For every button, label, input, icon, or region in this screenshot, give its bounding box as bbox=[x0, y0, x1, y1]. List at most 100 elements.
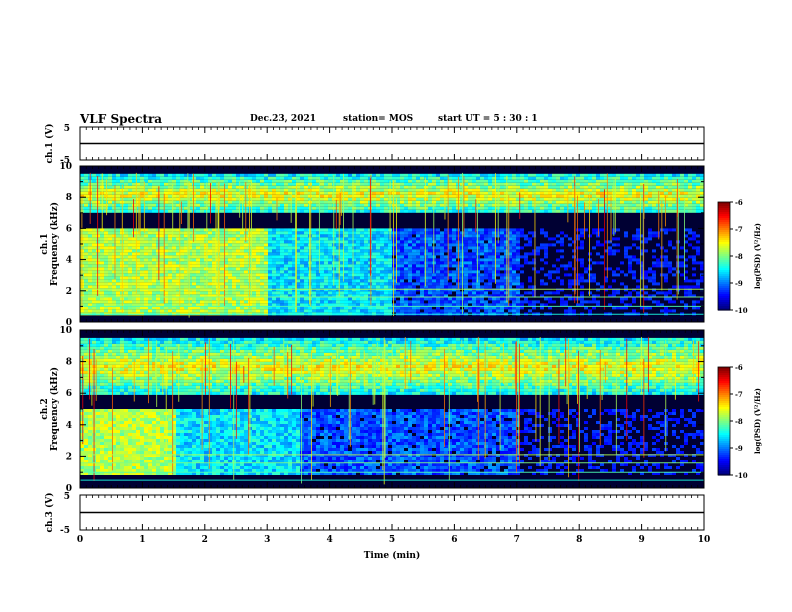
spectrogram-cell bbox=[268, 188, 272, 192]
spectrogram-cell bbox=[248, 209, 252, 213]
spectrogram-cell bbox=[248, 231, 252, 235]
spectrogram-cell bbox=[292, 297, 296, 301]
spectrogram-cell bbox=[464, 200, 468, 204]
spectrogram-cell bbox=[132, 206, 136, 210]
spectrogram-cell bbox=[188, 179, 192, 183]
spectrogram-cell bbox=[144, 303, 148, 307]
spectrogram-cell bbox=[108, 291, 112, 295]
spectrogram-cell bbox=[92, 234, 96, 238]
spectrogram-cell bbox=[504, 267, 508, 271]
spectrogram-cell bbox=[408, 282, 412, 286]
spectrogram-cell bbox=[460, 188, 464, 192]
spectrogram-cell bbox=[304, 206, 308, 210]
spectrogram-cell bbox=[296, 234, 300, 238]
spectrogram-cell bbox=[500, 197, 504, 201]
spectrogram-cell bbox=[176, 258, 180, 262]
spectrogram-cell bbox=[256, 188, 260, 192]
spectrogram-cell bbox=[304, 264, 308, 268]
spectrogram-cell bbox=[332, 294, 336, 298]
spectrogram-cell bbox=[400, 206, 404, 210]
spectrogram-cell bbox=[256, 270, 260, 274]
spectrogram-cell bbox=[128, 291, 132, 295]
spectrogram-cell bbox=[240, 228, 244, 232]
spectrogram-cell bbox=[384, 182, 388, 186]
spectrogram-cell bbox=[452, 297, 456, 301]
spectrogram-cell bbox=[284, 300, 288, 304]
spectrogram-cell bbox=[228, 191, 232, 195]
spectrogram-cell bbox=[84, 300, 88, 304]
spectrogram-cell bbox=[324, 258, 328, 262]
spectrogram-cell bbox=[108, 200, 112, 204]
spectrogram-cell bbox=[320, 234, 324, 238]
spectrogram-cell bbox=[180, 267, 184, 271]
spectrogram-cell bbox=[364, 188, 368, 192]
spectrogram-cell bbox=[224, 279, 228, 283]
spectrogram-cell bbox=[300, 228, 304, 232]
spectrogram-cell bbox=[200, 273, 204, 277]
spectrogram-cell bbox=[248, 288, 252, 292]
spectrogram-cell bbox=[380, 258, 384, 262]
spectrogram-cell bbox=[204, 300, 208, 304]
spectrogram-cell bbox=[80, 309, 84, 313]
spectrogram-cell bbox=[488, 309, 492, 313]
spectrogram-cell bbox=[340, 252, 344, 256]
spectrogram-cell bbox=[148, 291, 152, 295]
spectrogram-cell bbox=[528, 188, 532, 192]
spectrogram-cell bbox=[180, 276, 184, 280]
spectrogram-cell bbox=[352, 264, 356, 268]
spectrogram-cell bbox=[328, 176, 332, 180]
spectrogram-cell bbox=[228, 197, 232, 201]
spectrogram-cell bbox=[220, 255, 224, 259]
spectrogram-cell bbox=[336, 206, 340, 210]
spectrogram-cell bbox=[284, 209, 288, 213]
spectrogram-cell bbox=[104, 288, 108, 292]
spectrogram-cell bbox=[304, 237, 308, 241]
spectrogram-cell bbox=[104, 179, 108, 183]
spectrogram-cell bbox=[192, 185, 196, 189]
spectrogram-cell bbox=[164, 303, 168, 307]
spectrogram-cell bbox=[144, 261, 148, 265]
spectrogram-cell bbox=[460, 249, 464, 253]
spectrogram-cell bbox=[192, 209, 196, 213]
spectrogram-cell bbox=[532, 288, 536, 292]
spectrogram-cell bbox=[392, 303, 396, 307]
spectrogram-cell bbox=[144, 309, 148, 313]
spectrogram-cell bbox=[116, 197, 120, 201]
spectrogram-cell bbox=[172, 306, 176, 310]
spectrogram-cell bbox=[184, 279, 188, 283]
spectrogram-cell bbox=[384, 203, 388, 207]
spectrogram-cell bbox=[228, 279, 232, 283]
spectrogram-cell bbox=[396, 231, 400, 235]
spectrogram-cell bbox=[156, 197, 160, 201]
spectrogram-cell bbox=[220, 303, 224, 307]
spectrogram-cell bbox=[484, 285, 488, 289]
spectrogram-cell bbox=[372, 309, 376, 313]
spectrogram-cell bbox=[292, 188, 296, 192]
spectrogram-cell bbox=[520, 191, 524, 195]
spectrogram-cell bbox=[88, 285, 92, 289]
spectrogram-cell bbox=[232, 282, 236, 286]
spectrogram-cell bbox=[96, 309, 100, 313]
spectrogram-cell bbox=[176, 173, 180, 177]
spectrogram-cell bbox=[200, 270, 204, 274]
spectrogram-cell bbox=[348, 249, 352, 253]
spectrogram-cell bbox=[284, 240, 288, 244]
spectrogram-cell bbox=[416, 258, 420, 262]
spectrogram-cell bbox=[448, 303, 452, 307]
spectrogram-cell bbox=[440, 249, 444, 253]
spectrogram-cell bbox=[424, 185, 428, 189]
spectrogram-cell bbox=[288, 179, 292, 183]
spectrogram-cell bbox=[220, 258, 224, 262]
spectrogram-cell bbox=[180, 209, 184, 213]
spectrogram-cell bbox=[364, 237, 368, 241]
spectrogram-cell bbox=[240, 288, 244, 292]
spectrogram-cell bbox=[152, 270, 156, 274]
spectrogram-cell bbox=[356, 228, 360, 232]
spectrogram-cell bbox=[284, 273, 288, 277]
spectrogram-cell bbox=[292, 261, 296, 265]
spectrogram-cell bbox=[460, 282, 464, 286]
spectrogram-cell bbox=[500, 297, 504, 301]
spectrogram-cell bbox=[184, 267, 188, 271]
spectrogram-cell bbox=[204, 297, 208, 301]
spectrogram-cell bbox=[84, 179, 88, 183]
